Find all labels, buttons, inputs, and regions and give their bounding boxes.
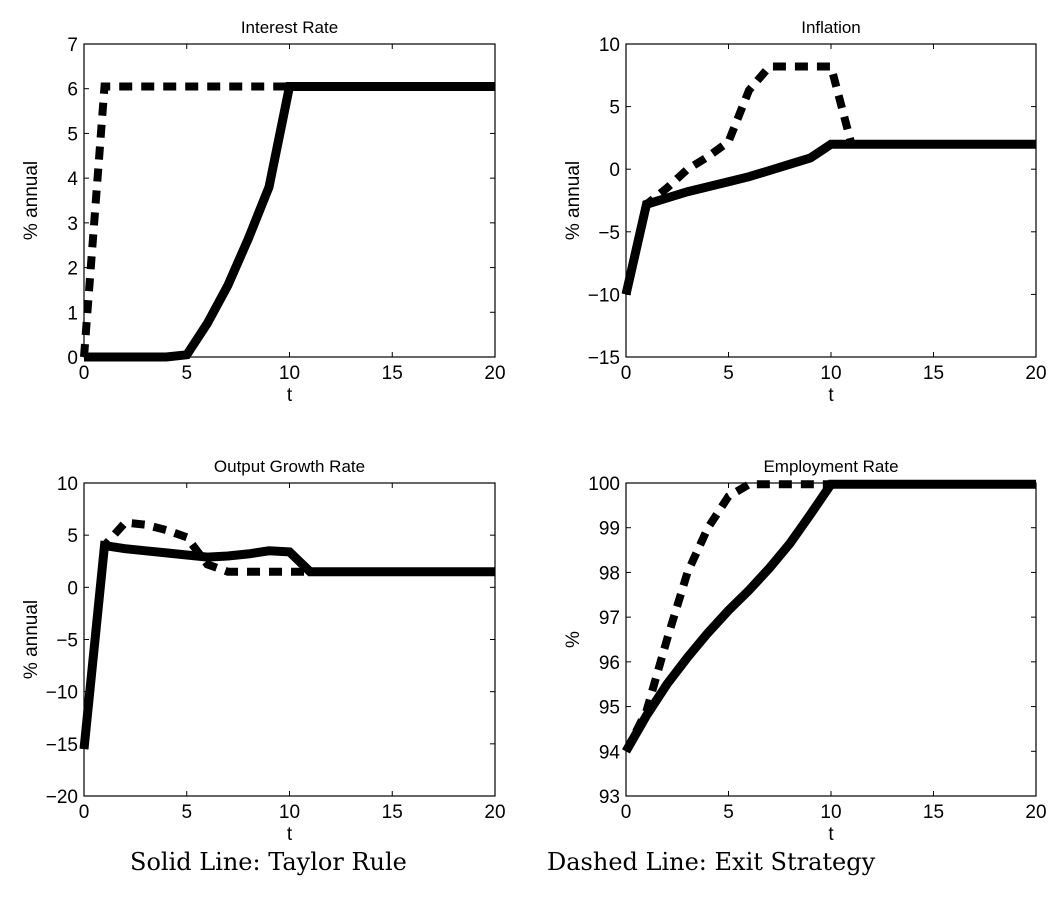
dashed-line-caption: Dashed Line: Exit Strategy — [547, 848, 876, 876]
y-axis-label: % annual — [21, 600, 42, 679]
y-tick-label: 6 — [67, 80, 78, 101]
dashed-series-line — [80, 82, 290, 358]
dashed-series-line — [80, 518, 311, 750]
y-tick-label: 10 — [599, 35, 620, 56]
y-tick-label: 0 — [67, 578, 78, 599]
chart-panel-3: 0 5 10 15 20 −20 −15 −10 −5 0 5 10 Output Growth Rat… — [21, 457, 506, 845]
chart-title: Employment Rate — [763, 457, 898, 476]
x-tick-label: 20 — [484, 802, 505, 823]
solid-line-caption: Solid Line: Taylor Rule — [130, 848, 407, 876]
x-tick-label: 10 — [820, 363, 841, 384]
x-tick-label: 0 — [79, 802, 90, 823]
y-tick-label: 0 — [609, 160, 620, 181]
y-tick-label: −5 — [56, 631, 78, 652]
chart-title: Output Growth Rate — [214, 457, 365, 476]
x-tick-label: 15 — [923, 802, 944, 823]
y-tick-label: 3 — [67, 214, 78, 235]
y-tick-label: 100 — [588, 474, 620, 495]
x-tick-label: 10 — [279, 363, 300, 384]
dashed-series-line — [622, 62, 856, 296]
x-tick-label: 0 — [79, 363, 90, 384]
y-tick-label: −20 — [46, 787, 78, 808]
x-tick-label: 5 — [181, 363, 192, 384]
y-tick-label: 5 — [609, 98, 620, 119]
x-tick-label: 20 — [1025, 363, 1046, 384]
solid-series-line — [621, 139, 1036, 296]
y-tick-label: −10 — [588, 285, 620, 306]
x-tick-label: 10 — [279, 802, 300, 823]
x-tick-label: 20 — [1025, 802, 1046, 823]
x-tick-label: 5 — [723, 363, 734, 384]
x-tick-label: 0 — [621, 363, 632, 384]
x-tick-label: 20 — [484, 363, 505, 384]
x-tick-label: 5 — [723, 802, 734, 823]
y-tick-label: 98 — [599, 563, 620, 584]
y-tick-label: 0 — [67, 348, 78, 369]
y-tick-label: 2 — [67, 259, 78, 280]
chart-panel-4: 0 5 10 15 20 93 94 95 96 97 98 99 100 Employment Rate… — [563, 457, 1047, 845]
plot-frame — [83, 482, 496, 797]
x-tick-label: 0 — [621, 802, 632, 823]
y-tick-label: 1 — [67, 303, 78, 324]
y-tick-label: −15 — [46, 735, 78, 756]
plot-frame — [625, 43, 1037, 358]
y-axis-label: % annual — [21, 161, 42, 240]
y-tick-label: 93 — [599, 787, 620, 808]
x-tick-label: 15 — [382, 363, 403, 384]
x-tick-label: 5 — [181, 802, 192, 823]
chart-title: Interest Rate — [241, 18, 338, 37]
y-tick-label: −10 — [46, 683, 78, 704]
chart-panel-1: 0 5 10 15 20 0 1 2 3 4 5 6 7 Interest Rate t % annual — [21, 18, 506, 406]
x-axis-label: t — [828, 385, 834, 406]
y-tick-label: 7 — [67, 35, 78, 56]
plot-frame — [625, 482, 1037, 797]
solid-series-line — [622, 479, 1036, 754]
x-axis-label: t — [828, 824, 834, 845]
solid-series-line — [84, 82, 495, 362]
y-tick-label: −5 — [598, 223, 620, 244]
y-tick-label: 4 — [67, 169, 78, 190]
x-tick-label: 15 — [382, 802, 403, 823]
y-tick-label: −15 — [588, 348, 620, 369]
y-axis-label: % — [563, 631, 584, 648]
solid-series-line — [79, 540, 495, 750]
y-tick-label: 97 — [599, 608, 620, 629]
y-tick-label: 95 — [599, 698, 620, 719]
y-tick-label: 5 — [67, 124, 78, 145]
dashed-series-line — [622, 480, 831, 754]
y-axis-label: % annual — [563, 161, 584, 240]
x-tick-label: 10 — [820, 802, 841, 823]
x-tick-label: 15 — [923, 363, 944, 384]
y-tick-label: 94 — [599, 742, 621, 763]
chart-title: Inflation — [801, 18, 861, 37]
y-tick-label: 99 — [599, 519, 620, 540]
y-tick-label: 5 — [67, 526, 78, 547]
chart-panel-2: 0 5 10 15 20 −15 −10 −5 0 5 10 Inflation t % annual — [563, 18, 1047, 406]
x-axis-label: t — [287, 824, 293, 845]
y-tick-label: 96 — [599, 653, 620, 674]
x-axis-label: t — [287, 385, 293, 406]
y-tick-label: 10 — [57, 474, 78, 495]
